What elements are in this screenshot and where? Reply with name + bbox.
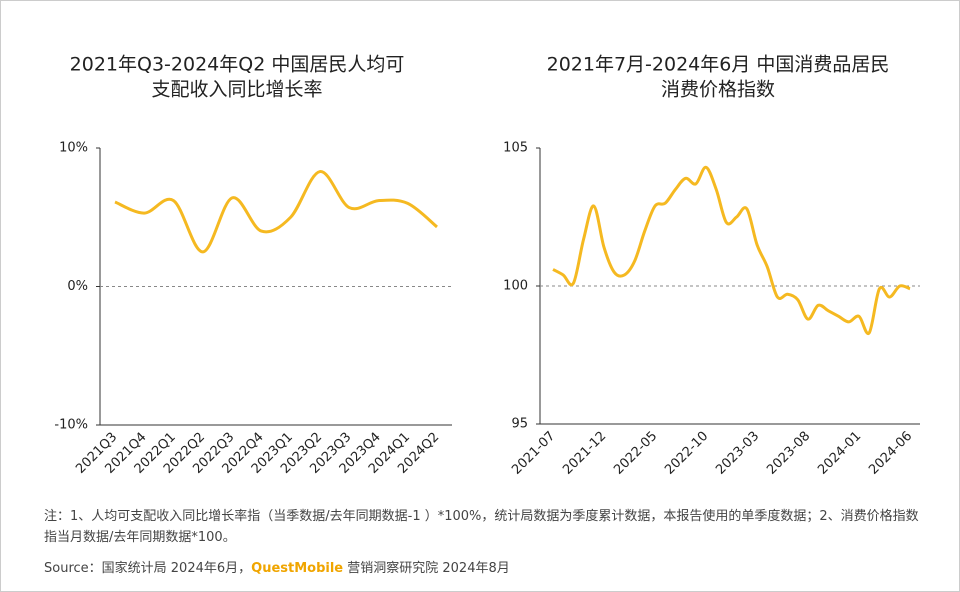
y-tick-label: 105 <box>503 141 528 156</box>
x-tick-label: 2023-08 <box>764 429 813 478</box>
chart-title: 2021年7月-2024年6月 中国消费品居民 <box>547 54 890 76</box>
x-tick-label: 2021-07 <box>509 429 558 478</box>
x-tick-label: 2022-10 <box>662 429 711 478</box>
x-tick-label: 2024-06 <box>866 429 915 478</box>
x-tick-label: 2021-12 <box>560 429 609 478</box>
x-tick-label: 2022-05 <box>611 429 660 478</box>
source-text: 营销洞察研究院 2024年8月 <box>343 561 510 576</box>
y-tick-label: 95 <box>511 417 528 432</box>
line-series <box>552 165 911 336</box>
line-series <box>114 170 438 254</box>
source-text: Source：国家统计局 2024年6月， <box>44 561 252 576</box>
notes: 注：1、人均可支配收入同比增长率指（当季数据/去年同期数据-1 ）*100%，统… <box>44 509 919 545</box>
x-tick-label: 2024-01 <box>815 429 864 478</box>
y-tick-label: 10% <box>59 141 88 156</box>
chart-title: 消费价格指数 <box>661 79 775 101</box>
x-tick-label: 2023-03 <box>713 429 762 478</box>
y-tick-label: 0% <box>67 279 88 294</box>
y-tick-label: 100 <box>503 279 528 294</box>
source-brand: QuestMobile <box>251 561 344 576</box>
chart-title: 支配收入同比增长率 <box>151 79 322 101</box>
chart-title: 2021年Q3-2024年Q2 中国居民人均可 <box>70 54 405 76</box>
y-tick-label: -10% <box>54 418 88 433</box>
source: Source：国家统计局 2024年6月，QuestMobile 营销洞察研究院… <box>44 557 510 576</box>
